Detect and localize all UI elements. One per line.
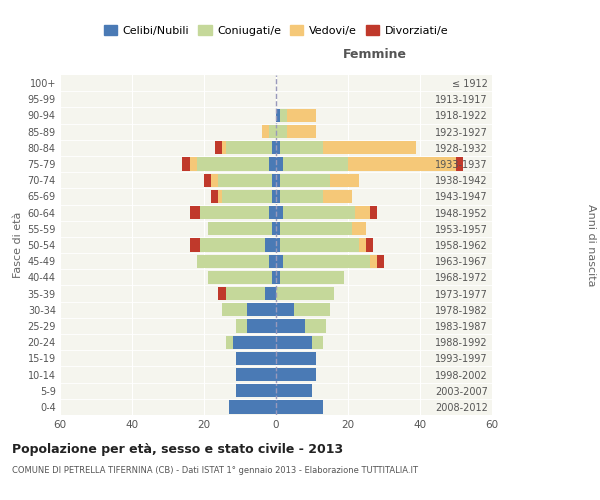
Bar xyxy=(236,320,247,332)
Bar xyxy=(276,352,316,365)
Bar xyxy=(352,222,366,235)
Bar xyxy=(236,384,276,398)
Bar xyxy=(276,109,280,122)
Bar xyxy=(276,320,305,332)
Bar xyxy=(280,238,359,252)
Bar xyxy=(222,303,247,316)
Bar xyxy=(182,158,190,170)
Bar xyxy=(204,174,211,187)
Bar xyxy=(208,270,272,284)
Bar xyxy=(456,158,463,170)
Bar xyxy=(222,141,226,154)
Bar xyxy=(276,158,283,170)
Bar xyxy=(330,174,359,187)
Bar xyxy=(272,190,276,203)
Bar xyxy=(226,141,272,154)
Bar xyxy=(190,238,200,252)
Text: Popolazione per età, sesso e stato civile - 2013: Popolazione per età, sesso e stato civil… xyxy=(12,442,343,456)
Bar xyxy=(276,400,323,413)
Bar xyxy=(323,141,416,154)
Bar xyxy=(283,206,355,220)
Bar xyxy=(366,238,373,252)
Bar xyxy=(272,174,276,187)
Bar xyxy=(229,400,276,413)
Bar xyxy=(370,206,377,220)
Bar xyxy=(283,254,370,268)
Bar xyxy=(276,238,280,252)
Bar xyxy=(211,174,218,187)
Bar xyxy=(283,158,348,170)
Bar xyxy=(222,190,272,203)
Bar xyxy=(269,158,276,170)
Bar xyxy=(272,222,276,235)
Bar xyxy=(280,174,330,187)
Bar xyxy=(190,206,200,220)
Bar xyxy=(200,238,265,252)
Bar xyxy=(348,158,456,170)
Bar xyxy=(215,141,222,154)
Bar xyxy=(190,158,197,170)
Bar xyxy=(265,238,276,252)
Text: Anni di nascita: Anni di nascita xyxy=(586,204,596,286)
Bar xyxy=(305,320,326,332)
Bar xyxy=(276,190,280,203)
Bar xyxy=(226,336,233,349)
Bar xyxy=(280,109,287,122)
Bar xyxy=(236,352,276,365)
Bar xyxy=(272,270,276,284)
Bar xyxy=(269,125,276,138)
Bar xyxy=(280,190,323,203)
Bar xyxy=(294,303,330,316)
Bar xyxy=(280,270,344,284)
Bar xyxy=(218,190,222,203)
Bar xyxy=(280,141,323,154)
Bar xyxy=(276,270,280,284)
Bar xyxy=(272,141,276,154)
Y-axis label: Fasce di età: Fasce di età xyxy=(13,212,23,278)
Bar xyxy=(226,287,265,300)
Bar xyxy=(200,206,269,220)
Bar xyxy=(197,254,269,268)
Bar xyxy=(323,190,352,203)
Bar xyxy=(276,254,283,268)
Bar xyxy=(287,109,316,122)
Bar xyxy=(359,238,366,252)
Bar xyxy=(211,190,218,203)
Bar xyxy=(208,222,272,235)
Bar xyxy=(355,206,370,220)
Bar xyxy=(287,125,316,138)
Bar xyxy=(377,254,384,268)
Bar xyxy=(276,368,316,381)
Text: Femmine: Femmine xyxy=(343,48,407,62)
Bar xyxy=(276,336,312,349)
Bar xyxy=(276,287,334,300)
Bar xyxy=(276,222,280,235)
Bar xyxy=(265,287,276,300)
Bar xyxy=(262,125,269,138)
Legend: Celibi/Nubili, Coniugati/e, Vedovi/e, Divorziati/e: Celibi/Nubili, Coniugati/e, Vedovi/e, Di… xyxy=(100,20,452,40)
Bar xyxy=(276,125,287,138)
Bar xyxy=(276,174,280,187)
Bar xyxy=(236,368,276,381)
Text: COMUNE DI PETRELLA TIFERNINA (CB) - Dati ISTAT 1° gennaio 2013 - Elaborazione TU: COMUNE DI PETRELLA TIFERNINA (CB) - Dati… xyxy=(12,466,418,475)
Bar xyxy=(218,287,226,300)
Bar xyxy=(312,336,323,349)
Bar xyxy=(276,206,283,220)
Bar xyxy=(269,206,276,220)
Bar xyxy=(197,158,269,170)
Bar xyxy=(276,384,312,398)
Bar xyxy=(276,141,280,154)
Bar xyxy=(370,254,377,268)
Bar xyxy=(276,303,294,316)
Bar xyxy=(247,320,276,332)
Bar xyxy=(247,303,276,316)
Bar xyxy=(233,336,276,349)
Bar xyxy=(218,174,272,187)
Bar xyxy=(269,254,276,268)
Bar xyxy=(280,222,352,235)
